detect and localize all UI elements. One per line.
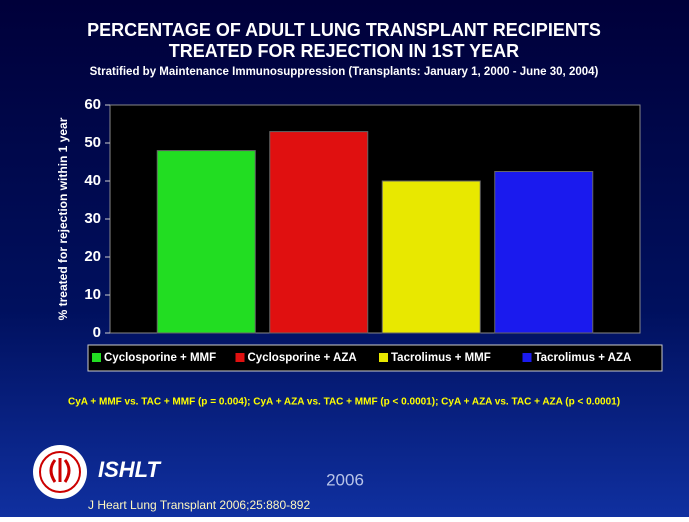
logo-lungs xyxy=(49,458,71,483)
bar xyxy=(156,150,256,334)
legend xyxy=(87,344,663,372)
year: 2006 xyxy=(326,470,364,489)
legend-label: Tacrolimus + AZA xyxy=(535,352,632,364)
subtitle: Stratified by Maintenance Immunosuppress… xyxy=(90,66,599,78)
legend-swatch xyxy=(379,353,388,362)
bar xyxy=(494,171,594,334)
legend-label: Cyclosporine + AZA xyxy=(248,352,357,364)
y-tick-label: 30 xyxy=(84,210,101,227)
title-line: PERCENTAGE OF ADULT LUNG TRANSPLANT RECI… xyxy=(87,20,601,40)
citation: J Heart Lung Transplant 2006;25:880-892 xyxy=(88,498,310,512)
note: CyA + MMF vs. TAC + MMF (p = 0.004); CyA… xyxy=(68,397,620,408)
logo xyxy=(33,445,87,499)
legend-swatch xyxy=(522,353,532,362)
logo-text: ISHLT xyxy=(98,457,161,482)
y-tick-label: 40 xyxy=(84,172,101,189)
legend-swatch xyxy=(235,353,245,362)
y-tick-label: 50 xyxy=(84,134,101,151)
y-tick-label: 10 xyxy=(84,286,101,303)
y-tick-label: 60 xyxy=(84,96,101,113)
y-tick-label: 0 xyxy=(93,324,101,341)
legend-label: Cyclosporine + MMF xyxy=(104,352,216,364)
title-line: TREATED FOR REJECTION IN 1ST YEAR xyxy=(169,41,519,61)
bar xyxy=(269,131,369,334)
y-tick-label: 20 xyxy=(84,248,101,265)
legend-swatch xyxy=(92,353,101,362)
y-axis-label: % treated for rejection within 1 year xyxy=(56,117,70,320)
legend-label: Tacrolimus + MMF xyxy=(391,352,491,364)
bar xyxy=(381,180,481,334)
